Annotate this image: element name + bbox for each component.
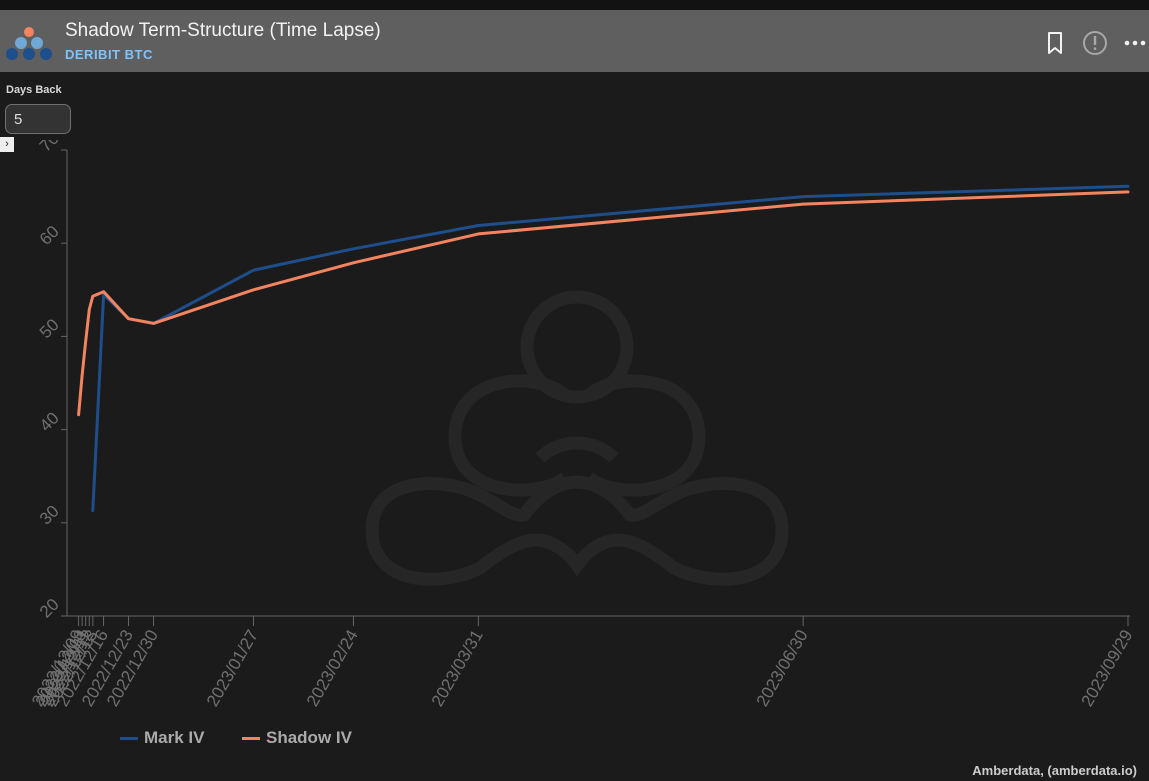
legend-item-mark-iv[interactable]: Mark IV: [120, 728, 204, 748]
bookmark-icon[interactable]: [1042, 30, 1068, 56]
expand-chevron-icon[interactable]: ›: [0, 137, 14, 152]
legend-item-shadow-iv[interactable]: Shadow IV: [242, 728, 352, 748]
y-tick-label: 30: [36, 502, 63, 529]
legend-swatch-shadow-iv: [242, 737, 260, 741]
x-tick-label: 2023/02/24: [303, 627, 362, 710]
widget-subtitle: DERIBIT BTC: [65, 47, 153, 62]
watermark-logo-icon: [365, 290, 789, 586]
x-tick-label: 2023/03/31: [428, 627, 487, 710]
days-back-input[interactable]: [5, 104, 71, 134]
y-tick-label: 50: [36, 315, 63, 342]
x-tick-label: 2023/06/30: [753, 627, 812, 710]
series-line-mark-iv: [91, 184, 1130, 513]
legend-label-shadow-iv: Shadow IV: [266, 728, 352, 747]
y-tick-label: 60: [36, 222, 63, 249]
more-icon[interactable]: [1122, 30, 1148, 56]
legend-label-mark-iv: Mark IV: [144, 728, 205, 747]
term-structure-chart: 2030405060702022/12/092022/12/102022/12/…: [28, 140, 1136, 710]
series-layer: [77, 184, 1130, 513]
legend-swatch-mark-iv: [120, 737, 138, 741]
widget-title: Shadow Term-Structure (Time Lapse): [65, 20, 381, 41]
y-tick-label: 70: [36, 140, 63, 156]
amberdata-logo-icon: [6, 27, 52, 60]
x-tick-label: 2023/09/29: [1077, 627, 1136, 710]
y-tick-label: 40: [36, 408, 63, 435]
info-icon[interactable]: [1082, 30, 1108, 56]
top-strip: [0, 0, 1149, 10]
data-credit: Amberdata, (amberdata.io): [972, 763, 1137, 778]
x-tick-label: 2023/01/27: [203, 627, 262, 710]
y-tick-label: 20: [36, 595, 63, 622]
days-back-label: Days Back: [6, 84, 62, 96]
widget-header: Shadow Term-Structure (Time Lapse) DERIB…: [0, 10, 1149, 72]
series-line-shadow-iv: [77, 190, 1130, 417]
